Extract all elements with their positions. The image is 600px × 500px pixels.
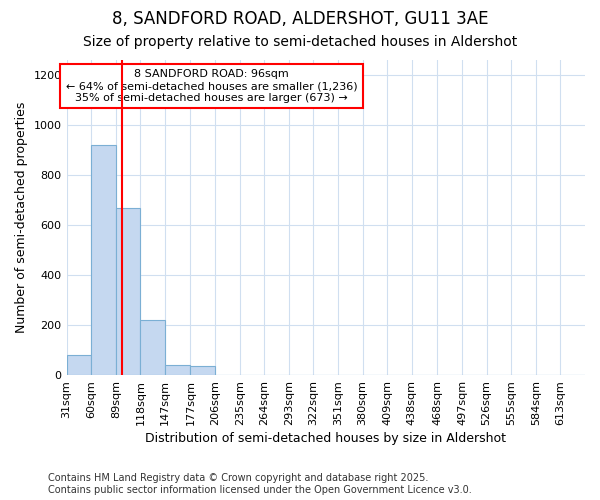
Bar [116,208,140,375]
Text: Contains HM Land Registry data © Crown copyright and database right 2025.
Contai: Contains HM Land Registry data © Crown c… [48,474,472,495]
Bar [91,145,116,375]
Text: 8, SANDFORD ROAD, ALDERSHOT, GU11 3AE: 8, SANDFORD ROAD, ALDERSHOT, GU11 3AE [112,10,488,28]
Bar [165,365,190,375]
Bar [67,355,91,375]
X-axis label: Distribution of semi-detached houses by size in Aldershot: Distribution of semi-detached houses by … [145,432,506,445]
Bar [140,320,165,375]
Text: 8 SANDFORD ROAD: 96sqm
← 64% of semi-detached houses are smaller (1,236)
35% of : 8 SANDFORD ROAD: 96sqm ← 64% of semi-det… [66,70,358,102]
Bar [190,366,215,375]
Y-axis label: Number of semi-detached properties: Number of semi-detached properties [15,102,28,333]
Text: Size of property relative to semi-detached houses in Aldershot: Size of property relative to semi-detach… [83,35,517,49]
